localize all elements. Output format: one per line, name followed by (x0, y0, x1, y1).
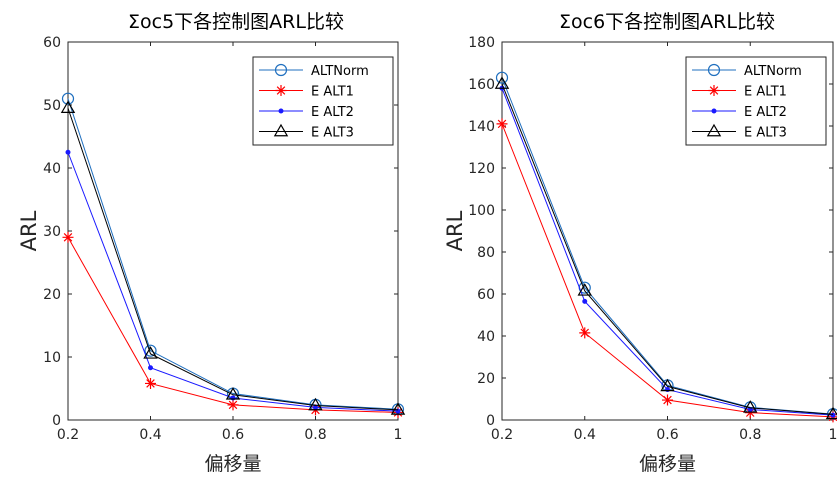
series-line (501, 83, 834, 415)
data-point (225, 387, 241, 400)
chart-panel-2: Σoc6下各控制图ARL比较 0 20 40 60 80 100 120 140 160 180 0.… (443, 11, 837, 475)
data-point (145, 377, 156, 389)
chart-title: Σoc5下各控制图ARL比较 (128, 11, 344, 33)
x-tick-label: 0.8 (304, 427, 326, 443)
series-e-alt3 (60, 100, 406, 415)
series-e-alt1 (496, 118, 837, 423)
data-point (579, 327, 591, 339)
y-tick-label: 40 (477, 329, 495, 345)
data-point (62, 231, 74, 243)
series-e-alt3 (494, 76, 837, 420)
chart-title: Σoc6下各控制图ARL比较 (559, 11, 775, 33)
series-e-alt1 (62, 231, 404, 418)
data-point (496, 118, 508, 130)
x-tick-label: 1 (829, 427, 837, 443)
legend-label: E ALT1 (311, 85, 354, 100)
legend-swatch-marker (278, 108, 284, 114)
y-tick-label: 120 (468, 161, 495, 177)
x-tick-label: 0.4 (574, 427, 596, 443)
y-tick-label: 100 (468, 203, 495, 219)
data-point (495, 71, 509, 84)
legend: ALTNorm E ALT1 E ALT2 E ALT3 (685, 56, 827, 146)
y-tick-label: 50 (43, 98, 61, 114)
x-tick-label: 0.4 (139, 427, 161, 443)
legend-label: E ALT3 (744, 126, 787, 141)
legend-label: E ALT1 (744, 85, 787, 100)
y-tick-label: 60 (477, 287, 495, 303)
series-line (67, 107, 399, 411)
series-line (501, 123, 834, 418)
data-point (227, 399, 239, 411)
legend-swatch-marker (274, 63, 288, 77)
y-tick-label: 40 (43, 161, 61, 177)
y-tick-label: 80 (477, 245, 495, 261)
y-tick-label: 0 (52, 413, 61, 429)
y-axis-label: ARL (17, 210, 41, 251)
y-tick-label: 20 (43, 287, 61, 303)
legend-label: ALTNorm (744, 64, 802, 79)
series-line (67, 152, 399, 412)
legend: ALTNorm E ALT1 E ALT2 E ALT3 (252, 56, 394, 146)
data-point (582, 298, 588, 304)
x-tick-label: 1 (394, 427, 403, 443)
data-point (61, 92, 75, 105)
data-point (744, 407, 756, 419)
y-tick-label: 160 (468, 77, 495, 93)
data-point (148, 365, 153, 371)
x-tick-label: 0.6 (222, 427, 244, 443)
legend-swatch-marker (275, 85, 287, 96)
x-tick-label: 0.2 (57, 427, 79, 443)
data-point (577, 283, 592, 296)
data-point (662, 394, 673, 406)
x-tick-label: 0.2 (491, 427, 513, 443)
chart-panel-1: Σoc5下各控制图ARL比较 0 10 20 30 40 50 60 0.2 0.4 0.6 0.8 1… (17, 11, 406, 475)
legend-swatch-marker (708, 85, 720, 96)
legend-label: E ALT2 (311, 105, 354, 120)
y-tick-label: 140 (468, 119, 495, 135)
legend-label: E ALT2 (744, 105, 787, 120)
y-axis-label: ARL (443, 210, 467, 251)
x-axis-label: 偏移量 (639, 453, 696, 475)
series-line (67, 237, 399, 413)
legend-swatch-marker (707, 63, 721, 77)
data-point (494, 76, 510, 89)
data-point (144, 344, 157, 357)
data-point (308, 397, 323, 411)
data-point (743, 400, 758, 413)
y-tick-label: 10 (43, 350, 61, 366)
y-tick-label: 60 (43, 35, 61, 51)
x-tick-label: 0.8 (739, 427, 761, 443)
data-point (65, 149, 71, 155)
series-line (67, 98, 399, 410)
data-point (60, 100, 76, 113)
x-axis-label: 偏移量 (204, 453, 261, 475)
legend-label: E ALT3 (311, 126, 354, 141)
data-point (390, 402, 406, 415)
data-point (825, 406, 837, 420)
legend-label: ALTNorm (311, 64, 369, 79)
legend-swatch-marker (706, 123, 722, 137)
y-tick-label: 0 (486, 413, 495, 429)
legend-swatch-marker (273, 123, 289, 137)
data-point (660, 378, 675, 392)
y-tick-label: 180 (468, 35, 495, 51)
y-tick-label: 30 (43, 224, 61, 240)
data-point (143, 346, 158, 359)
x-tick-label: 0.6 (656, 427, 678, 443)
legend-swatch-marker (711, 108, 717, 114)
series-e-alt2 (65, 149, 401, 414)
y-tick-label: 20 (477, 371, 495, 387)
